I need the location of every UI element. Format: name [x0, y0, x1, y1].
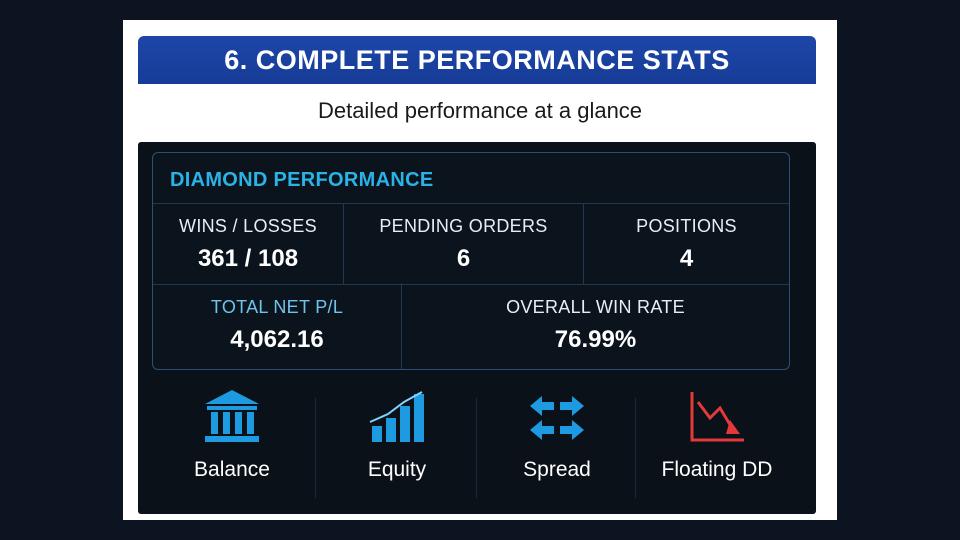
metric-floating-dd[interactable]: Floating DD: [637, 388, 797, 506]
performance-card: 6. COMPLETE PERFORMANCE STATS Detailed p…: [123, 20, 837, 520]
positions-stat: POSITIONS 4: [584, 204, 789, 284]
trend-down-icon: [690, 392, 744, 442]
metric-label: Equity: [367, 458, 427, 481]
divider: [635, 398, 636, 498]
metric-label: Floating DD: [661, 458, 773, 481]
stat-label: WINS / LOSSES: [179, 216, 317, 236]
stat-value: 6: [456, 245, 471, 272]
stats-row-1: WINS / LOSSES 361 / 108 PENDING ORDERS 6…: [153, 203, 789, 285]
bank-icon: [205, 390, 259, 442]
total-net-pl-stat: TOTAL NET P/L 4,062.16: [153, 283, 401, 369]
metric-label: Spread: [523, 458, 591, 481]
stats-panel: DIAMOND PERFORMANCE WINS / LOSSES 361 / …: [138, 142, 816, 514]
stat-value: 4,062.16: [230, 326, 324, 353]
pending-orders-stat: PENDING ORDERS 6: [344, 204, 583, 284]
stat-value: 76.99%: [554, 326, 637, 353]
metric-spread[interactable]: Spread: [478, 388, 636, 506]
stat-label: POSITIONS: [636, 216, 737, 236]
header-banner: 6. COMPLETE PERFORMANCE STATS: [138, 36, 816, 84]
performance-title: DIAMOND PERFORMANCE: [170, 169, 434, 191]
divider: [315, 398, 316, 498]
wins-losses-stat: WINS / LOSSES 361 / 108: [153, 204, 343, 284]
diamond-performance-box: DIAMOND PERFORMANCE WINS / LOSSES 361 / …: [152, 152, 790, 370]
divider: [343, 204, 344, 284]
stat-label: TOTAL NET P/L: [210, 297, 344, 317]
stat-value: 4: [679, 245, 694, 272]
metric-equity[interactable]: Equity: [318, 388, 476, 506]
stat-value: 361 / 108: [197, 245, 299, 272]
stat-label: PENDING ORDERS: [379, 216, 548, 236]
arrows-icon: [530, 396, 584, 440]
divider: [476, 398, 477, 498]
overall-win-rate-stat: OVERALL WIN RATE 76.99%: [402, 283, 789, 369]
stat-label: OVERALL WIN RATE: [506, 297, 685, 317]
stats-row-2: TOTAL NET P/L 4,062.16 OVERALL WIN RATE …: [153, 283, 789, 369]
divider: [401, 283, 402, 369]
page-title: 6. COMPLETE PERFORMANCE STATS: [224, 44, 730, 75]
bar-chart-icon: [369, 391, 424, 442]
divider: [583, 204, 584, 284]
metric-balance[interactable]: Balance: [153, 388, 311, 506]
metric-label: Balance: [194, 458, 270, 481]
metrics-row: Balance Equity: [138, 376, 816, 514]
page-subtitle: Detailed performance at a glance: [317, 98, 643, 123]
